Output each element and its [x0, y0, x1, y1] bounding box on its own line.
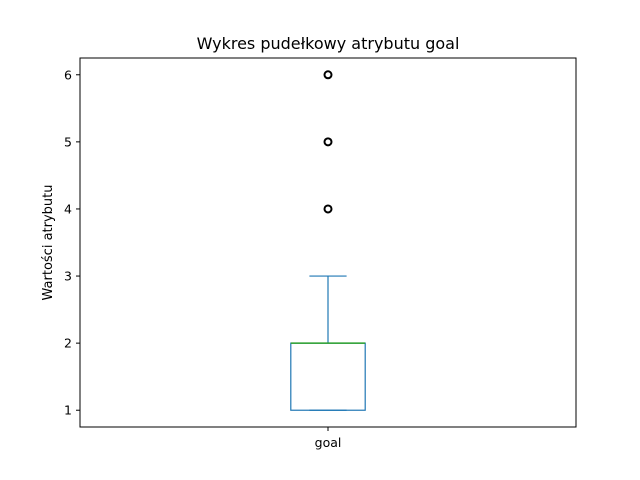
y-axis: 1 2 3 4 5 6 — [64, 67, 80, 418]
x-axis: goal — [315, 427, 342, 450]
outlier-point — [323, 70, 333, 80]
y-tick-label: 5 — [64, 134, 72, 149]
y-tick-label: 6 — [64, 67, 72, 82]
x-tick-label: goal — [315, 435, 342, 450]
y-axis-label: Wartości atrybutu — [41, 185, 56, 301]
y-tick-label: 1 — [64, 403, 72, 418]
box-iqr — [290, 342, 366, 411]
box-series — [290, 70, 366, 411]
y-tick-label: 2 — [64, 336, 72, 351]
chart-title: Wykres pudełkowy atrybutu goal — [197, 34, 460, 53]
outlier-point — [323, 204, 333, 214]
y-tick-label: 3 — [64, 269, 72, 284]
outlier-point — [323, 137, 333, 147]
plot-area-frame — [79, 57, 577, 428]
y-tick-label: 4 — [64, 201, 72, 216]
